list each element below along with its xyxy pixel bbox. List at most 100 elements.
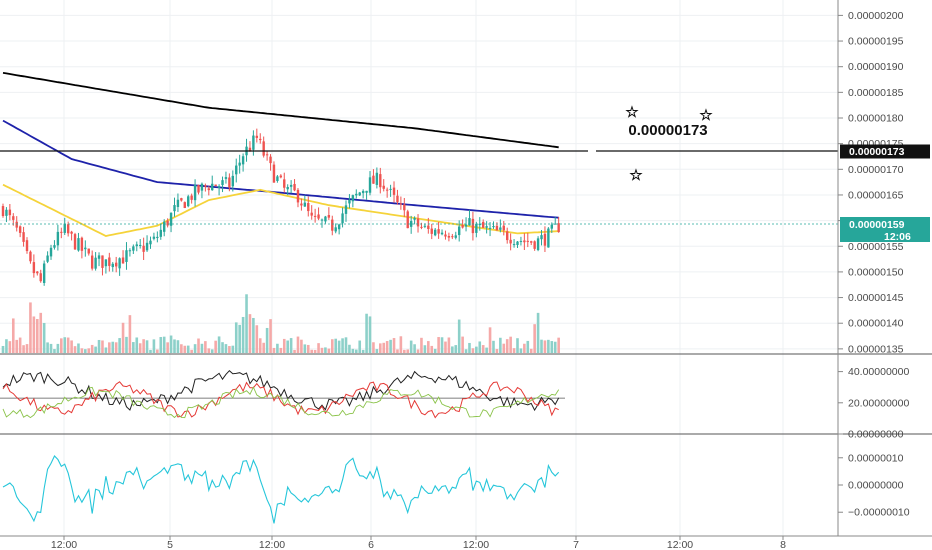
candle-body xyxy=(351,195,355,202)
volume-bar xyxy=(180,344,183,353)
volume-bar xyxy=(293,349,296,353)
candle-body xyxy=(49,247,53,257)
volume-bar xyxy=(101,340,104,353)
candle-body xyxy=(63,223,66,233)
volume-bar xyxy=(372,342,375,353)
osc1-line-plus xyxy=(2,386,560,419)
candle-body xyxy=(135,244,138,247)
volume-bar xyxy=(547,339,550,353)
candle-body xyxy=(478,223,481,226)
candle-body xyxy=(255,135,259,138)
volume-bar xyxy=(114,342,118,353)
candle-body xyxy=(307,203,310,212)
volume-bar xyxy=(145,340,149,353)
candle-body xyxy=(409,221,413,227)
candle-body xyxy=(211,183,214,191)
candle-body xyxy=(403,204,406,211)
candle-body xyxy=(502,225,505,231)
volume-bar xyxy=(303,344,307,353)
candle-body xyxy=(252,135,255,150)
candle-body xyxy=(279,175,283,178)
candle-body xyxy=(46,255,49,262)
price-tick-label: 0.00000190 xyxy=(848,61,904,73)
volume-bar xyxy=(73,346,77,353)
volume-bar xyxy=(49,343,53,353)
volume-bar xyxy=(512,348,516,353)
volume-bar xyxy=(440,337,444,353)
volume-bar xyxy=(379,343,382,353)
volume-bar xyxy=(492,340,495,353)
volume-bar xyxy=(327,348,331,353)
candle-body xyxy=(265,154,269,156)
volume-bar xyxy=(42,322,46,353)
candle-body xyxy=(125,250,128,262)
candle-body xyxy=(457,226,461,236)
volume-bar xyxy=(420,337,423,353)
candle-body xyxy=(300,203,303,206)
volume-bar xyxy=(385,341,389,353)
candle-body xyxy=(166,220,169,226)
candle-body xyxy=(142,245,145,252)
candle-body xyxy=(66,224,70,234)
candle-body xyxy=(488,227,492,229)
volume-bar xyxy=(430,345,434,353)
candle-body xyxy=(451,236,454,238)
volume-bar xyxy=(557,337,560,353)
volume-bar xyxy=(152,339,156,353)
volume-bar xyxy=(368,316,372,353)
volume-bar xyxy=(1,345,5,353)
candle-body xyxy=(200,183,204,191)
osc2-tick-label: 0.00000000 xyxy=(848,480,904,492)
volume-bar xyxy=(159,337,163,353)
price-tick-label: 0.00000170 xyxy=(848,164,904,176)
candle-body xyxy=(190,195,193,200)
volume-bar xyxy=(258,338,262,353)
candle-body xyxy=(495,225,499,231)
candle-body xyxy=(163,221,166,232)
candle-body xyxy=(114,262,118,267)
volume-bar xyxy=(97,339,101,353)
price-tick-label: 0.00000165 xyxy=(848,189,904,201)
osc1-line-minus xyxy=(2,381,559,419)
candle-body xyxy=(471,218,475,234)
candle-body xyxy=(238,162,241,166)
volume-bar xyxy=(262,342,265,353)
candle-body xyxy=(39,273,42,282)
candle-body xyxy=(485,226,488,228)
time-axis[interactable]: 12:00 5 12:00 6 12:00 7 12:00 8 xyxy=(51,536,786,550)
volume-bar xyxy=(90,344,94,353)
volume-bar xyxy=(286,340,289,353)
volume-bar xyxy=(536,312,540,353)
volume-bar xyxy=(70,340,73,353)
candle-body xyxy=(286,186,289,190)
candle-body xyxy=(269,156,272,164)
price-axis[interactable]: 0.00000200 0.00000195 0.00000190 0.00000185… xyxy=(838,10,904,355)
horizontal-line-tag xyxy=(840,144,930,159)
volume-bar xyxy=(451,346,454,353)
volume-bar xyxy=(265,327,269,353)
candle-body xyxy=(77,238,80,251)
volume-bar xyxy=(543,340,547,353)
candle-body xyxy=(224,177,228,179)
volume-bar xyxy=(60,338,63,353)
annotation[interactable]: ☆ ☆ ☆ 0.00000173 xyxy=(625,104,713,184)
volume-bar xyxy=(317,343,320,353)
candle-body xyxy=(235,165,238,175)
volume-bar xyxy=(204,341,207,353)
candle-body xyxy=(15,221,18,228)
candle-body xyxy=(207,188,210,191)
volume-bar xyxy=(87,348,91,353)
osc2-tick-label: −0.00000010 xyxy=(848,507,910,519)
price-tick-label: 0.00000140 xyxy=(848,318,904,330)
volume-bar xyxy=(461,336,464,353)
moving-average-line xyxy=(2,72,559,149)
candle-body xyxy=(475,223,478,233)
candle-body xyxy=(433,229,437,236)
volume-bar xyxy=(499,337,502,353)
star-icon: ☆ xyxy=(625,104,639,121)
price-tick-label: 0.00000180 xyxy=(848,113,904,125)
volume-bar xyxy=(269,319,272,353)
time-tick-label: 6 xyxy=(368,539,374,550)
volume-bar xyxy=(389,339,392,353)
